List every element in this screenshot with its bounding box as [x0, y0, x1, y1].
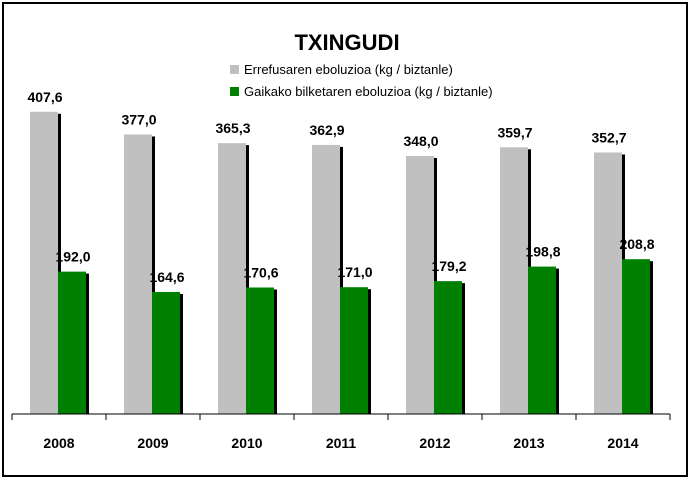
bar-gaikako-2011 [340, 287, 368, 414]
bar-gaikako-2012 [434, 281, 462, 414]
legend-swatch-series-1 [230, 65, 239, 74]
x-tick-label: 2009 [137, 435, 168, 451]
bar-errefusa-2012 [406, 155, 434, 414]
bar-gaikako-2010 [246, 287, 274, 414]
value-label: 348,0 [403, 133, 438, 149]
value-label: 164,6 [149, 269, 184, 285]
x-tick-label: 2010 [231, 435, 262, 451]
bar-errefusa-2011 [312, 144, 340, 415]
bar-gaikako-2013 [528, 266, 556, 414]
value-label: 208,8 [619, 236, 654, 252]
bar-errefusa-2013 [500, 147, 528, 415]
x-tick-label: 2014 [607, 435, 638, 451]
bar-errefusa-2014 [594, 152, 622, 415]
value-label: 179,2 [431, 258, 466, 274]
value-label: 362,9 [309, 122, 344, 138]
x-tick-label: 2013 [513, 435, 544, 451]
bar-gaikako-2014 [622, 259, 650, 414]
x-tick-label: 2008 [43, 435, 74, 451]
legend-label-series-1: Errefusaren eboluzioa (kg / biztanle) [244, 62, 453, 77]
x-tick-label: 2011 [326, 435, 357, 451]
chart-title: TXINGUDI [294, 30, 399, 55]
bar-gaikako-2008 [58, 271, 86, 414]
bar-errefusa-2010 [218, 143, 246, 414]
value-label: 198,8 [525, 244, 560, 260]
bar-gaikako-2009 [152, 291, 180, 414]
value-label: 407,6 [27, 89, 62, 105]
value-label: 171,0 [337, 264, 372, 280]
legend-label-series-2: Gaikako bilketaren eboluzioa (kg / bizta… [244, 84, 493, 99]
x-tick-label: 2012 [419, 435, 450, 451]
bars-group [30, 111, 653, 415]
legend-swatch-series-2 [230, 87, 239, 96]
value-label: 192,0 [55, 249, 90, 265]
bar-errefusa-2008 [30, 111, 58, 414]
value-label: 170,6 [243, 265, 278, 281]
value-label: 377,0 [121, 111, 156, 127]
value-label: 352,7 [591, 129, 626, 145]
x-axis: 2008 2009 2010 2011 2012 2013 2014 [11, 413, 671, 451]
value-label: 365,3 [215, 120, 250, 136]
value-labels-group: 407,6 192,0 377,0 164,6 365,3 170,6 362,9 171,0… [27, 89, 654, 285]
bar-errefusa-2009 [124, 134, 152, 414]
value-label: 359,7 [497, 124, 532, 140]
